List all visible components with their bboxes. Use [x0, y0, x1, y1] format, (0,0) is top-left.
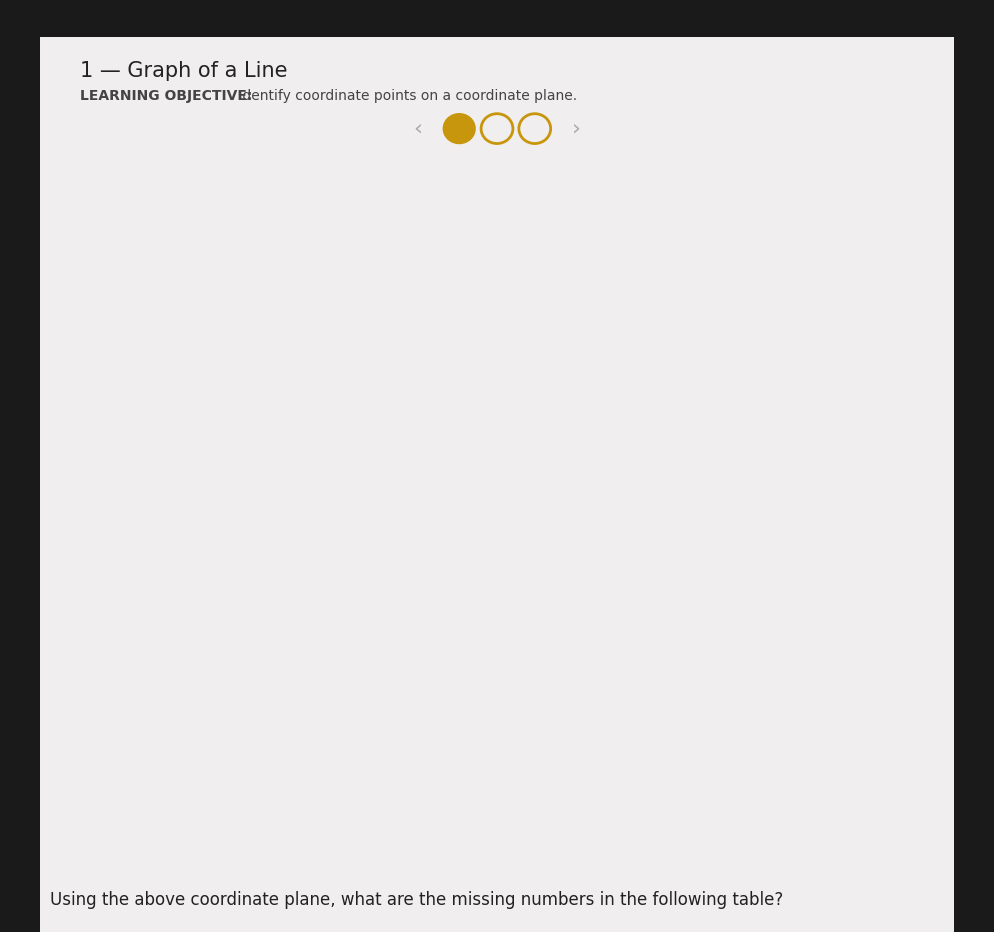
Text: ›: › — [572, 118, 581, 139]
Point — [645, 652, 661, 667]
Text: ‹: ‹ — [413, 118, 422, 139]
Text: Identify coordinate points on a coordinate plane.: Identify coordinate points on a coordina… — [234, 89, 577, 103]
Text: x: x — [980, 825, 990, 843]
Point — [774, 435, 790, 450]
Text: y: y — [68, 151, 79, 169]
Text: LEARNING OBJECTIVE:: LEARNING OBJECTIVE: — [80, 89, 251, 103]
Text: 0: 0 — [51, 836, 60, 851]
Point — [129, 652, 145, 667]
Point — [473, 261, 489, 276]
Text: Using the above coordinate plane, what are the missing numbers in the following : Using the above coordinate plane, what a… — [50, 891, 783, 909]
Text: 1 — Graph of a Line: 1 — Graph of a Line — [80, 61, 287, 80]
Point — [216, 479, 232, 494]
